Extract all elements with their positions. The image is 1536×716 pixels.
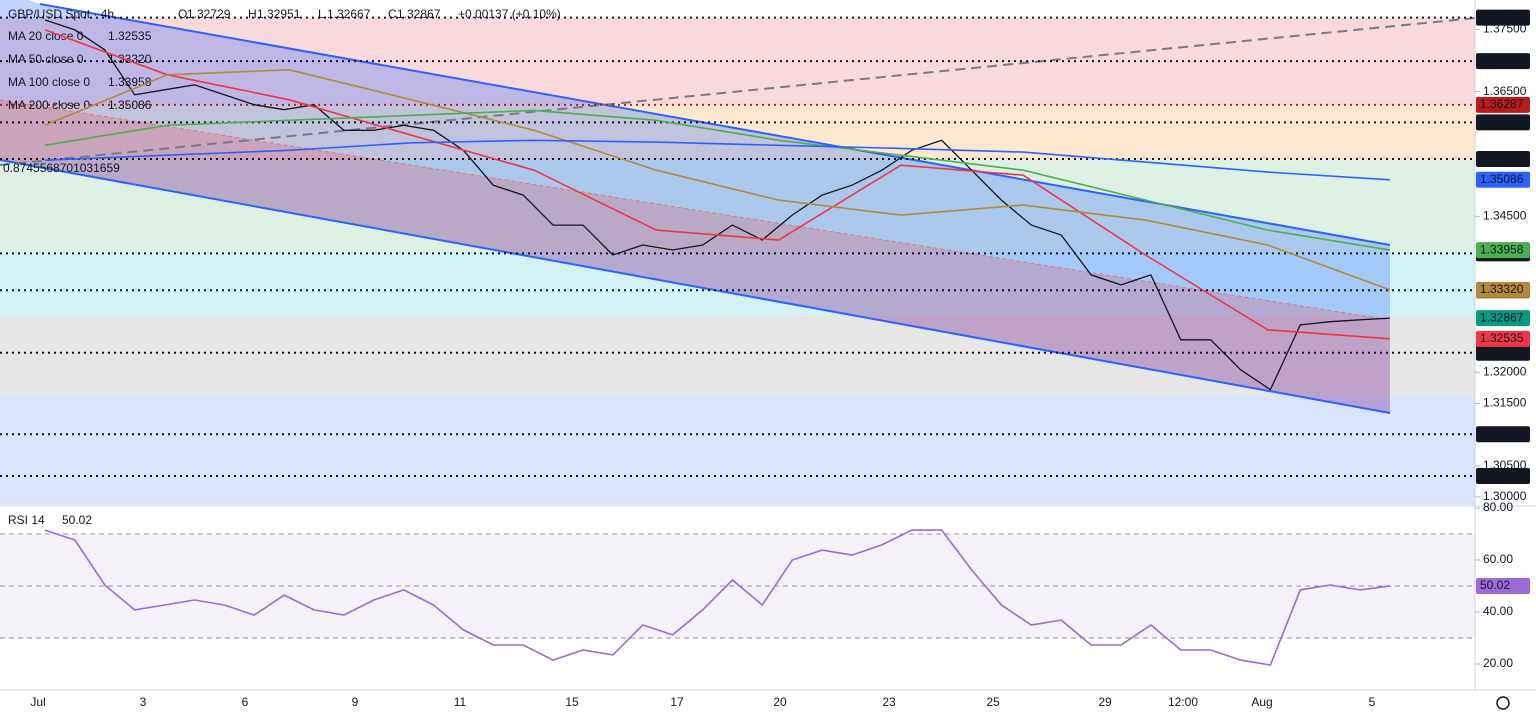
price-label-box: [1476, 171, 1530, 188]
ma-line: [44, 109, 1391, 251]
rsi-value: 50.02: [62, 513, 92, 527]
level-label: 1.35419: [1480, 151, 1524, 165]
settings-icon[interactable]: [1496, 696, 1510, 710]
y-tick-label: 1.36500: [1483, 84, 1527, 98]
y-tick-label: 20.00: [1483, 656, 1513, 670]
level-label-box: [1476, 426, 1530, 443]
channel-line: [0, 159, 1391, 414]
ohlc-value: 1.32951: [257, 7, 301, 21]
legend-value: 1.33320: [108, 52, 152, 66]
y-tick-label: 60.00: [1483, 552, 1513, 566]
x-tick-label: 15: [565, 695, 579, 709]
channel: [0, 0, 1390, 413]
x-tick-label: 29: [1098, 695, 1112, 709]
ohlc-value: 1.32667: [327, 7, 371, 21]
ohlc-key: L: [318, 7, 325, 21]
legend-entry: MA 20 close 0: [8, 29, 84, 43]
x-tick-label: 11: [454, 695, 467, 709]
y-tick-label: 80.00: [1483, 500, 1513, 514]
price-label: 50.02: [1480, 578, 1510, 592]
x-tick-label: 5: [1369, 695, 1376, 709]
channel-mid: [0, 99, 1391, 321]
price-label: 1.32867: [1480, 310, 1524, 324]
symbol: GBP/USD Spot · 4h: [8, 7, 114, 21]
price-label-box: [1476, 577, 1530, 594]
legend-entry: MA 100 close 0: [8, 75, 90, 89]
level-label-box: [1476, 9, 1530, 26]
rsi-band: [0, 534, 1475, 638]
y-tick-label: 1.31500: [1483, 396, 1527, 410]
zone: [0, 105, 1475, 160]
ohlc-key: H: [248, 7, 257, 21]
legend: GBP/USD Spot · 4h MA 20 close 0 MA 50 cl…: [3, 7, 120, 527]
legend-entry: MA 50 close 0: [8, 52, 84, 66]
level-label: 1.36990: [1480, 53, 1524, 67]
level-label-box: [1476, 151, 1530, 168]
level-label: 1.36287: [1480, 97, 1524, 111]
y-tick-label: 1.32000: [1483, 364, 1527, 378]
ma-line: [44, 139, 1391, 181]
level-label-box: [1476, 467, 1530, 484]
price-label: 1.33958: [1480, 242, 1524, 256]
rsi-pane: [0, 508, 1475, 690]
x-tick-label: 25: [986, 695, 1000, 709]
x-tick-label: Aug: [1251, 695, 1272, 709]
price-label-box: [1476, 281, 1530, 298]
y-tick-label: 1.34500: [1483, 209, 1527, 223]
x-tick-label: Jul: [30, 695, 45, 709]
zone: [0, 395, 1475, 505]
legend-value: 1.35086: [108, 98, 152, 112]
ohlc-key: O: [178, 7, 187, 21]
x-tick-label: 12:00: [1168, 695, 1198, 709]
level-label-box: [1476, 53, 1530, 70]
channel-lower: [0, 100, 1390, 413]
level-label: 1.36008: [1480, 114, 1524, 128]
price-label: 1.35086: [1480, 172, 1524, 186]
price-label: 1.33320: [1480, 282, 1524, 296]
price-label-box: [1476, 330, 1530, 347]
x-tick-label: 23: [882, 695, 896, 709]
trend-line: [0, 17, 1476, 166]
y-tick-label: 1.30000: [1483, 489, 1527, 503]
price-label-box: [1476, 242, 1530, 259]
x-tick-label: 20: [773, 695, 787, 709]
annotation: 0.8745568701031659: [3, 161, 120, 175]
level-label-box: [1476, 114, 1530, 131]
ohlc-value: 1.32729: [187, 7, 231, 21]
level-label: 1.31004: [1480, 426, 1524, 440]
change: +0.00137 (+0.10%): [458, 7, 561, 21]
level-label-box: [1476, 344, 1530, 361]
x-tick-label: 6: [242, 695, 249, 709]
rsi-line: [44, 529, 1391, 666]
level-label: 1.32312: [1480, 345, 1524, 359]
level-label-box: [1476, 96, 1530, 113]
y-tick-label: 40.00: [1483, 604, 1513, 618]
legend-value: 1.32535: [108, 29, 152, 43]
ohlc-key: C: [388, 7, 397, 21]
level-label: 1.30336: [1480, 468, 1524, 482]
ma-line: [44, 29, 1391, 340]
x-tick-label: 9: [352, 695, 359, 709]
level-label: 1.37688: [1480, 10, 1524, 24]
zone: [0, 315, 1475, 395]
price-label-box: [1476, 310, 1530, 327]
price-label: 1.32535: [1480, 331, 1524, 345]
x-tick-label: 17: [670, 695, 684, 709]
ohlc-value: 1.32867: [397, 7, 441, 21]
x-tick-label: 3: [140, 695, 147, 709]
rsi-title: RSI 14: [8, 513, 45, 527]
zone: [0, 252, 1475, 315]
ma-line: [44, 68, 1391, 291]
